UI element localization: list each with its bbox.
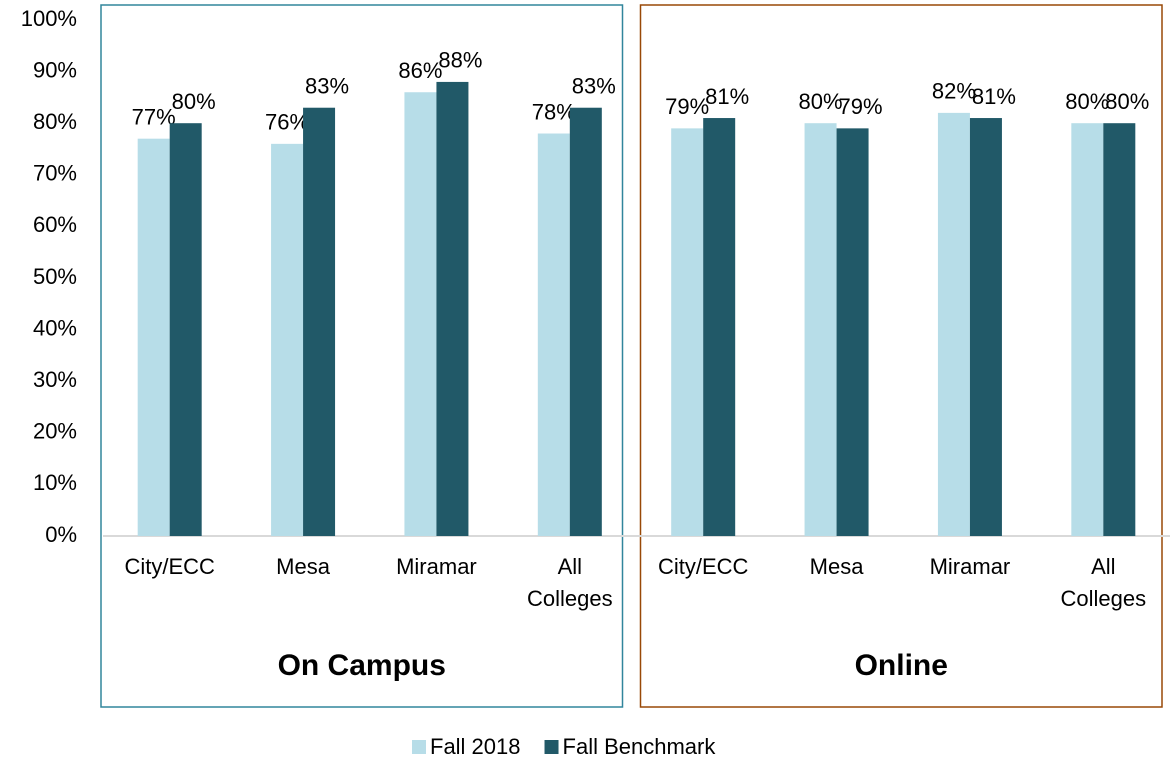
group-label: On Campus <box>278 649 446 682</box>
x-tick-label: City/ECC <box>124 554 215 579</box>
y-tick-label: 40% <box>33 315 77 340</box>
group-label: Online <box>855 649 948 682</box>
bar <box>436 81 469 537</box>
x-tick-label: All Colleges <box>527 554 613 611</box>
panel-frame <box>100 4 624 708</box>
bar <box>137 138 170 536</box>
bar <box>537 133 570 536</box>
y-tick-label: 80% <box>33 109 77 134</box>
value-label: 82% <box>932 79 976 104</box>
y-tick-label: 50% <box>33 264 77 289</box>
value-label: 78% <box>532 99 576 124</box>
value-label: 77% <box>132 104 176 129</box>
value-label: 80% <box>1105 89 1149 114</box>
y-tick-label: 30% <box>33 367 77 392</box>
y-tick-label: 60% <box>33 212 77 237</box>
value-label: 81% <box>705 84 749 109</box>
bar <box>1071 123 1104 536</box>
bar <box>804 123 837 536</box>
bar <box>703 118 736 536</box>
x-tick-label: Mesa <box>276 554 331 579</box>
value-label: 86% <box>398 58 442 83</box>
value-label: 83% <box>305 74 349 99</box>
value-label: 88% <box>438 48 482 73</box>
y-tick-label: 100% <box>21 6 77 31</box>
bar <box>569 107 602 536</box>
bar <box>271 143 304 536</box>
y-tick-label: 0% <box>45 522 77 547</box>
value-label: 76% <box>265 110 309 135</box>
value-label: 81% <box>972 84 1016 109</box>
legend-swatch <box>544 740 559 754</box>
y-tick-label: 10% <box>33 470 77 495</box>
bar <box>1103 123 1136 536</box>
value-label: 80% <box>1065 89 1109 114</box>
legend-label: Fall 2018 <box>430 734 521 759</box>
bar <box>404 92 437 537</box>
y-tick-label: 20% <box>33 419 77 444</box>
bar <box>969 118 1002 536</box>
value-label: 83% <box>572 74 616 99</box>
bar <box>169 123 202 536</box>
bar <box>671 128 704 537</box>
bar <box>836 128 869 537</box>
x-tick-label: Miramar <box>396 554 477 579</box>
value-label: 80% <box>799 89 843 114</box>
x-tick-label: Mesa <box>810 554 865 579</box>
value-label: 79% <box>665 94 709 119</box>
legend-label: Fall Benchmark <box>563 734 717 759</box>
bar <box>937 112 970 536</box>
y-tick-label: 70% <box>33 161 77 186</box>
x-tick-label: All Colleges <box>1061 554 1147 611</box>
x-tick-label: Miramar <box>930 554 1011 579</box>
x-tick-label: City/ECC <box>658 554 749 579</box>
value-label: 79% <box>839 94 883 119</box>
legend-swatch <box>412 740 426 754</box>
panel-frame <box>639 4 1163 708</box>
value-label: 80% <box>172 89 216 114</box>
y-tick-label: 90% <box>33 57 77 82</box>
bar <box>303 107 336 536</box>
